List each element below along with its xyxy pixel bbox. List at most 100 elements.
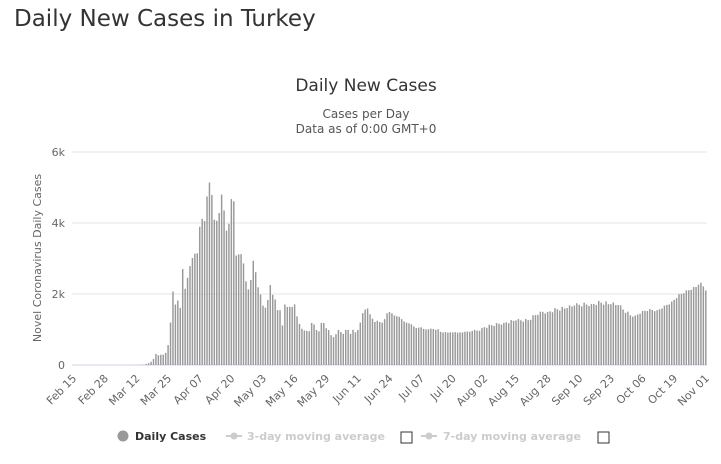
bar[interactable] — [374, 321, 376, 365]
bar[interactable] — [172, 291, 174, 365]
bar[interactable] — [629, 315, 632, 365]
bar[interactable] — [364, 309, 366, 365]
bar[interactable] — [632, 316, 634, 365]
bar[interactable] — [289, 306, 291, 365]
bar[interactable] — [208, 182, 211, 365]
bar[interactable] — [525, 318, 527, 365]
bar[interactable] — [512, 320, 515, 365]
bar[interactable] — [683, 293, 685, 365]
bar[interactable] — [456, 332, 459, 365]
bar[interactable] — [347, 329, 349, 365]
bar[interactable] — [318, 331, 320, 365]
bar[interactable] — [666, 304, 668, 365]
bar[interactable] — [298, 323, 301, 365]
bar[interactable] — [223, 210, 225, 365]
bar[interactable] — [493, 326, 495, 365]
bar[interactable] — [405, 322, 408, 365]
bar[interactable] — [150, 361, 152, 365]
bar[interactable] — [181, 269, 184, 365]
bar[interactable] — [705, 290, 707, 365]
bar[interactable] — [379, 321, 381, 365]
bar[interactable] — [383, 319, 386, 365]
bar[interactable] — [539, 311, 542, 365]
bar[interactable] — [466, 331, 469, 365]
bar[interactable] — [507, 323, 510, 365]
bar[interactable] — [362, 313, 364, 365]
bar[interactable] — [276, 310, 279, 365]
bar[interactable] — [444, 332, 447, 365]
bar[interactable] — [685, 290, 688, 365]
bar[interactable] — [471, 330, 473, 365]
bar[interactable] — [520, 320, 522, 365]
bar[interactable] — [313, 324, 315, 365]
bar[interactable] — [371, 318, 374, 365]
bar[interactable] — [218, 213, 220, 365]
bar[interactable] — [247, 289, 250, 365]
bar[interactable] — [240, 254, 242, 365]
bar[interactable] — [495, 323, 498, 365]
bar[interactable] — [447, 332, 449, 365]
bar[interactable] — [469, 331, 471, 365]
bar[interactable] — [658, 309, 661, 365]
bar[interactable] — [264, 307, 267, 365]
bar[interactable] — [403, 321, 405, 365]
bar[interactable] — [393, 315, 396, 365]
bar[interactable] — [695, 286, 697, 365]
bar[interactable] — [408, 323, 410, 365]
bar[interactable] — [152, 359, 155, 365]
bar[interactable] — [306, 330, 308, 365]
bar[interactable] — [344, 329, 347, 365]
bar[interactable] — [532, 315, 534, 365]
bar[interactable] — [566, 308, 568, 365]
bar[interactable] — [435, 329, 437, 365]
bar[interactable] — [549, 311, 551, 365]
bar[interactable] — [284, 304, 286, 365]
bar[interactable] — [554, 308, 556, 365]
bar[interactable] — [194, 253, 196, 365]
bar[interactable] — [291, 306, 293, 365]
bar[interactable] — [573, 305, 576, 365]
bar[interactable] — [386, 313, 388, 365]
bar[interactable] — [583, 302, 585, 365]
bar[interactable] — [381, 322, 383, 365]
bar[interactable] — [235, 255, 237, 365]
bar[interactable] — [692, 287, 695, 365]
bar[interactable] — [585, 304, 588, 365]
bar[interactable] — [162, 354, 164, 365]
bar[interactable] — [473, 329, 476, 365]
bar[interactable] — [335, 334, 337, 365]
bar[interactable] — [697, 284, 700, 365]
bar[interactable] — [301, 328, 303, 365]
bar[interactable] — [546, 311, 549, 365]
bar[interactable] — [254, 272, 257, 365]
bar[interactable] — [588, 305, 590, 365]
bar[interactable] — [612, 302, 615, 365]
bar[interactable] — [580, 306, 583, 365]
bar[interactable] — [308, 331, 310, 365]
bar[interactable] — [576, 303, 578, 365]
bar[interactable] — [269, 285, 272, 365]
bar[interactable] — [639, 313, 641, 365]
bar[interactable] — [259, 294, 262, 365]
bar[interactable] — [271, 294, 274, 365]
bar[interactable] — [413, 326, 415, 365]
bar[interactable] — [505, 322, 508, 365]
bar[interactable] — [189, 266, 191, 365]
bar[interactable] — [670, 301, 673, 365]
legend-item-3day-average[interactable]: 3-day moving average — [226, 430, 385, 443]
bar[interactable] — [167, 345, 169, 365]
bar[interactable] — [157, 355, 160, 365]
bar[interactable] — [578, 304, 580, 365]
bar[interactable] — [196, 253, 199, 365]
bar[interactable] — [649, 309, 651, 365]
bar[interactable] — [359, 322, 362, 365]
bar[interactable] — [627, 311, 629, 365]
bar[interactable] — [688, 290, 690, 365]
bar[interactable] — [437, 329, 439, 365]
bar[interactable] — [352, 329, 354, 365]
bar[interactable] — [610, 304, 612, 365]
bar[interactable] — [498, 323, 500, 365]
bar[interactable] — [527, 320, 529, 365]
bar[interactable] — [478, 330, 481, 365]
bar[interactable] — [332, 337, 335, 365]
